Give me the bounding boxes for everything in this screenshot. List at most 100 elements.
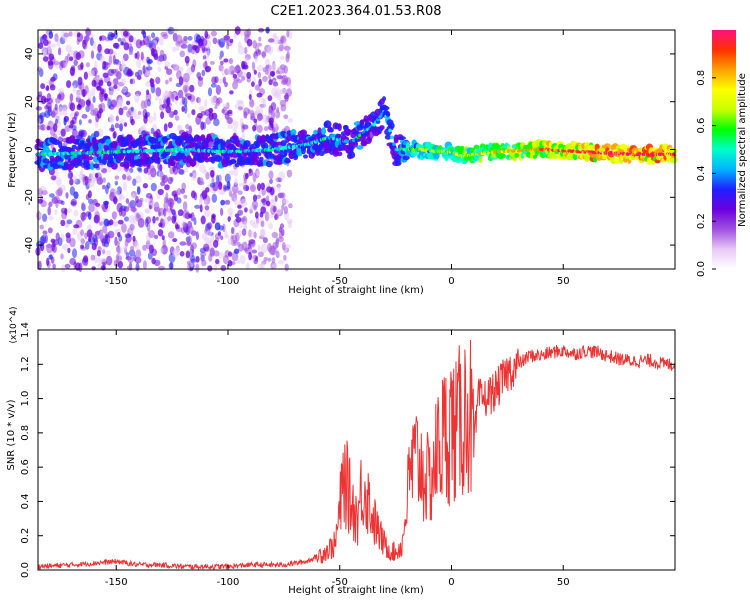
spectrogram-noise-cell xyxy=(256,124,263,133)
spectrogram-noise-cell xyxy=(183,194,188,199)
spectrogram-ridge-cell xyxy=(230,159,237,164)
spectrogram-noise-cell xyxy=(159,247,164,254)
spectrogram-noise-cell xyxy=(146,99,151,107)
spectrogram-noise-cell xyxy=(201,69,206,77)
spectrogram-noise-cell xyxy=(280,55,285,60)
spectrogram-noise-cell xyxy=(252,194,258,202)
spectrogram-noise-cell xyxy=(134,256,142,264)
spectrogram-noise-cell xyxy=(208,253,213,262)
spectrogram-noise-cell xyxy=(106,182,111,190)
spectrogram-noise-cell xyxy=(57,187,63,197)
spectrogram-noise-cell xyxy=(63,32,70,38)
spectrogram-noise-cell xyxy=(263,257,269,262)
spectrogram-noise-cell xyxy=(102,249,106,255)
spectrogram-noise-cell xyxy=(171,93,175,102)
figure-title: C2E1.2023.364.01.53.R08 xyxy=(270,4,441,19)
spectrogram-noise-cell xyxy=(80,212,87,221)
spectrogram-noise-cell xyxy=(122,106,128,111)
colorbar-tick-label: 0.0 xyxy=(696,261,707,277)
spectrogram-noise-cell xyxy=(103,218,110,227)
spectrogram-ridge-cell xyxy=(389,122,395,129)
spectrogram-ridge-cell xyxy=(182,155,188,164)
spectrogram-ridge-cell xyxy=(603,143,612,150)
spectrogram-noise-cell xyxy=(227,124,234,129)
spectrogram-noise-cell xyxy=(263,126,269,132)
spectrogram-noise-cell xyxy=(47,206,51,216)
spectrogram-noise-cell xyxy=(127,255,134,263)
spectrogram-noise-cell xyxy=(88,198,94,204)
spectrogram-noise-cell xyxy=(215,98,221,107)
spectrogram-noise-cell xyxy=(229,65,235,75)
spectrogram-noise-cell xyxy=(93,130,100,138)
spectrogram-noise-cell xyxy=(259,211,264,218)
spectrogram-noise-cell xyxy=(220,60,224,65)
snr-y-tick-label: 0.0 xyxy=(20,562,31,578)
spectrogram-noise-cell xyxy=(220,207,224,216)
spectrogram-noise-cell xyxy=(114,58,120,65)
spectrogram-noise-cell xyxy=(183,72,190,83)
spectrogram-noise-cell xyxy=(121,86,128,94)
spectrogram-ridge-cell xyxy=(348,145,355,150)
spectrogram-noise-cell xyxy=(65,208,73,213)
spectrogram-noise-cell xyxy=(188,125,193,135)
spectrogram-noise-cell xyxy=(131,206,136,213)
spectrogram-cells xyxy=(34,26,678,273)
spectrogram-noise-cell xyxy=(164,61,171,68)
spectrogram-noise-cell xyxy=(148,244,154,254)
spectrogram-noise-cell xyxy=(184,165,189,173)
spectrogram-ridge-cell xyxy=(473,144,480,150)
spectrogram-noise-cell xyxy=(231,184,239,194)
snr-y-tick-label: 1.0 xyxy=(20,391,31,407)
spectrogram-ridge-cell xyxy=(379,125,385,130)
spectrogram-noise-cell xyxy=(42,34,47,40)
spectrogram-noise-cell xyxy=(200,251,207,257)
spectrogram-ridge-cell xyxy=(254,142,260,149)
spectrogram-noise-cell xyxy=(275,177,282,183)
spectrogram-ridge-cell xyxy=(224,154,230,161)
spectrogram-noise-cell xyxy=(46,125,51,131)
spectrogram-noise-cell xyxy=(248,248,253,253)
spectrogram-noise-cell xyxy=(165,192,169,202)
spectrogram-noise-cell xyxy=(241,228,247,236)
spectrogram-ridge-cell xyxy=(91,136,97,145)
spectrogram-noise-cell xyxy=(122,30,129,37)
spectrogram-noise-cell xyxy=(194,204,201,209)
spectrogram-noise-cell xyxy=(80,169,84,177)
spectrogram-noise-cell xyxy=(104,92,108,101)
spectrogram-noise-cell xyxy=(157,66,161,73)
spectrogram-noise-cell xyxy=(93,214,100,224)
spectrogram-noise-cell xyxy=(39,212,43,218)
spectrogram-noise-cell xyxy=(88,70,95,77)
spectrogram-noise-cell xyxy=(245,262,250,271)
spectrogram-noise-cell xyxy=(284,263,289,272)
spectrogram-noise-cell xyxy=(246,71,252,79)
spectrogram-noise-cell xyxy=(254,211,259,219)
spectrogram-noise-cell xyxy=(234,213,240,218)
spectrogram-noise-cell xyxy=(157,229,164,237)
snr-background xyxy=(38,330,675,570)
spectrogram-noise-cell xyxy=(109,115,115,123)
spectrogram-x-tick-label: -50 xyxy=(332,276,348,287)
spectrogram-noise-cell xyxy=(69,93,74,102)
spectrogram-noise-cell xyxy=(237,241,241,247)
spectrogram-noise-cell xyxy=(125,198,130,204)
spectrogram-noise-cell xyxy=(287,118,293,123)
spectrogram-noise-cell xyxy=(88,119,92,124)
spectrogram-noise-cell xyxy=(129,78,133,84)
spectrogram-noise-cell xyxy=(179,241,187,246)
spectrogram-noise-cell xyxy=(173,109,178,116)
spectrogram-noise-cell xyxy=(51,110,55,117)
spectrogram-noise-cell xyxy=(87,237,92,243)
spectrogram-x-tick-label: -150 xyxy=(105,276,128,287)
spectrogram-noise-cell xyxy=(85,62,90,68)
snr-y-tick-label: 0.6 xyxy=(20,459,31,475)
spectrogram-ridge-cell xyxy=(290,128,297,137)
spectrogram-noise-cell xyxy=(55,97,61,104)
spectrogram-noise-cell xyxy=(124,122,127,127)
spectrogram-noise-cell xyxy=(257,71,262,79)
spectrogram-noise-cell xyxy=(167,216,172,222)
spectrogram-noise-cell xyxy=(67,247,71,254)
spectrogram-noise-cell xyxy=(268,74,272,80)
spectrogram-noise-cell xyxy=(268,38,275,43)
spectrogram-noise-cell xyxy=(220,235,224,241)
